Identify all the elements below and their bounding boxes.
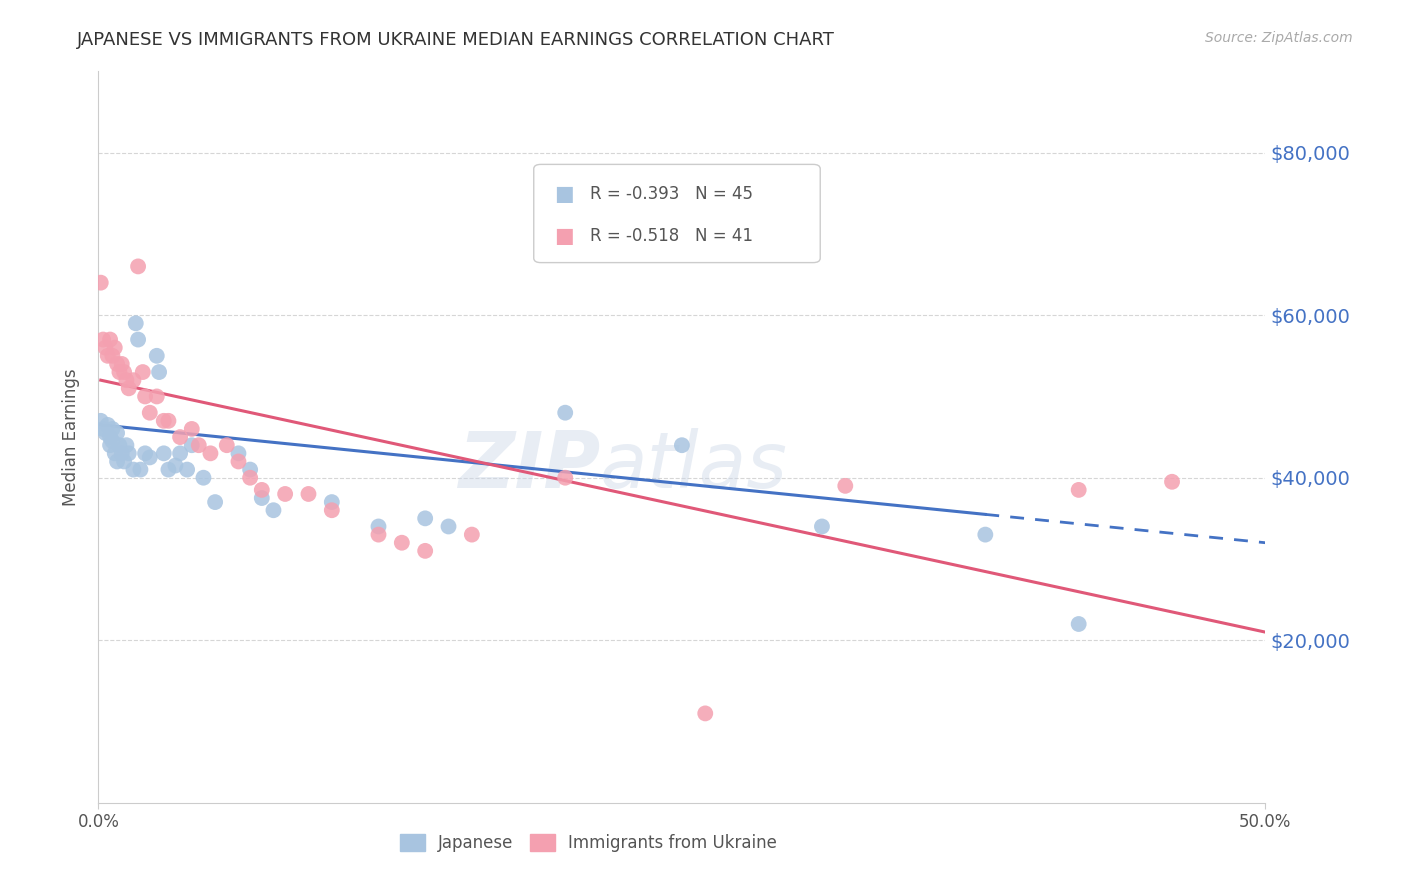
Point: [152, 414, 174, 428]
Text: ■: ■: [554, 184, 574, 204]
Point: [98, 438, 121, 452]
Point: [115, 373, 138, 387]
Point: [461, 527, 484, 541]
Text: atlas: atlas: [600, 428, 789, 504]
Point: [139, 406, 162, 420]
Point: [297, 487, 319, 501]
Point: [134, 389, 156, 403]
Point: [152, 446, 174, 460]
Point: [97, 349, 120, 363]
Point: [157, 462, 180, 476]
Point: [91, 333, 114, 347]
Point: [834, 479, 856, 493]
Point: [157, 414, 180, 428]
Point: [413, 544, 436, 558]
Point: [413, 511, 436, 525]
Point: [180, 422, 202, 436]
Point: [94, 425, 117, 440]
Point: [180, 438, 202, 452]
Point: [1067, 617, 1090, 632]
Point: [671, 438, 693, 452]
Y-axis label: Median Earnings: Median Earnings: [62, 368, 80, 506]
Point: [118, 381, 141, 395]
Point: [193, 471, 215, 485]
Point: [204, 495, 226, 509]
Point: [108, 438, 131, 452]
Point: [367, 527, 389, 541]
Point: [176, 462, 198, 476]
Point: [118, 446, 141, 460]
Point: [104, 446, 127, 460]
Point: [132, 365, 155, 379]
Text: JAPANESE VS IMMIGRANTS FROM UKRAINE MEDIAN EARNINGS CORRELATION CHART: JAPANESE VS IMMIGRANTS FROM UKRAINE MEDI…: [77, 31, 835, 49]
Point: [391, 535, 413, 549]
Point: [811, 519, 834, 533]
Point: [215, 438, 238, 452]
Point: [112, 454, 135, 468]
Point: [111, 357, 134, 371]
Text: R = -0.393   N = 45: R = -0.393 N = 45: [591, 185, 752, 202]
Point: [228, 454, 250, 468]
Point: [187, 438, 209, 452]
Point: [101, 422, 124, 436]
Point: [115, 438, 138, 452]
Point: [94, 341, 117, 355]
Point: [112, 365, 135, 379]
Point: [200, 446, 222, 460]
Point: [91, 422, 114, 436]
Point: [228, 446, 250, 460]
Point: [105, 425, 128, 440]
Point: [169, 430, 191, 444]
Point: [321, 503, 343, 517]
Point: [90, 414, 112, 428]
Point: [148, 365, 170, 379]
Point: [554, 471, 576, 485]
Point: [250, 491, 273, 505]
Text: ZIP: ZIP: [458, 428, 600, 504]
Point: [169, 446, 191, 460]
Point: [239, 471, 262, 485]
Point: [122, 462, 145, 476]
Point: [101, 349, 124, 363]
Point: [127, 260, 149, 274]
Point: [122, 373, 145, 387]
Point: [1067, 483, 1090, 497]
Point: [146, 349, 169, 363]
Point: [125, 316, 148, 330]
Point: [111, 446, 134, 460]
Point: [239, 462, 262, 476]
Point: [127, 333, 149, 347]
Legend: Japanese, Immigrants from Ukraine: Japanese, Immigrants from Ukraine: [391, 825, 786, 860]
Point: [321, 495, 343, 509]
Point: [165, 458, 187, 473]
Point: [1161, 475, 1184, 489]
Point: [139, 450, 162, 465]
Text: Source: ZipAtlas.com: Source: ZipAtlas.com: [1205, 31, 1353, 45]
Text: R = -0.518   N = 41: R = -0.518 N = 41: [591, 227, 752, 244]
Point: [554, 406, 576, 420]
Point: [101, 434, 124, 449]
Text: ■: ■: [554, 226, 574, 246]
Point: [274, 487, 297, 501]
Point: [105, 357, 128, 371]
Point: [108, 365, 131, 379]
Point: [98, 333, 121, 347]
Point: [367, 519, 389, 533]
Point: [250, 483, 273, 497]
Point: [97, 417, 120, 432]
Point: [98, 430, 121, 444]
Point: [974, 527, 997, 541]
Point: [104, 341, 127, 355]
Point: [90, 276, 112, 290]
Point: [437, 519, 460, 533]
Point: [134, 446, 156, 460]
Point: [105, 454, 128, 468]
Point: [262, 503, 284, 517]
Point: [695, 706, 717, 721]
Point: [146, 389, 169, 403]
Point: [129, 462, 152, 476]
